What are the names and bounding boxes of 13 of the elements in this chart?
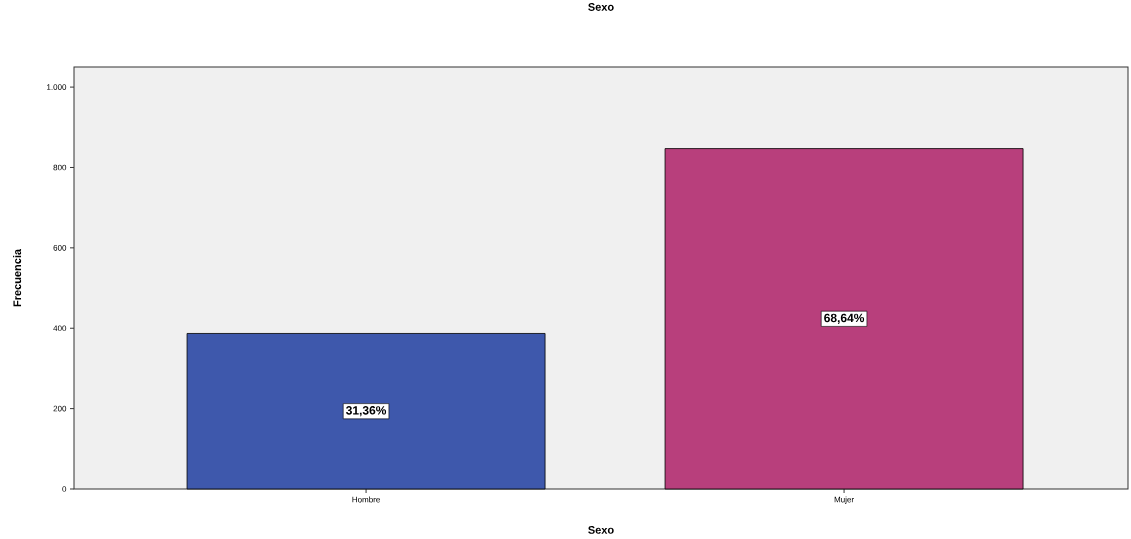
x-axis-title: Sexo bbox=[588, 526, 614, 534]
x-tick-label: Hombre bbox=[352, 496, 380, 503]
y-tick-label: 1.000 bbox=[47, 84, 67, 90]
y-tick-label: 800 bbox=[53, 164, 67, 171]
y-tick-label: 200 bbox=[53, 405, 67, 412]
annotation: 31,36% bbox=[346, 406, 387, 417]
annotation: 68,64% bbox=[824, 313, 865, 324]
y-tick-label: 0 bbox=[62, 486, 67, 492]
y-axis-title: Frecuencia bbox=[13, 248, 22, 307]
chart-title: Sexo bbox=[588, 3, 614, 11]
x-tick-label: Mujer bbox=[834, 496, 854, 504]
y-tick-label: 600 bbox=[53, 245, 67, 251]
y-tick-label: 400 bbox=[53, 325, 67, 332]
